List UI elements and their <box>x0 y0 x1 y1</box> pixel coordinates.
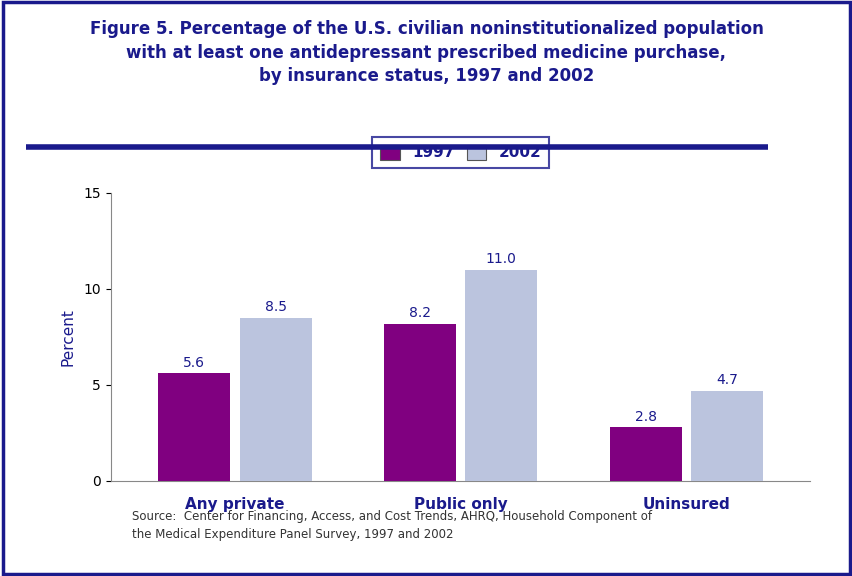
Legend: 1997, 2002: 1997, 2002 <box>371 137 549 168</box>
Bar <box>239 318 311 481</box>
Bar <box>158 373 230 481</box>
Bar <box>609 427 681 481</box>
Bar <box>464 270 537 481</box>
Bar <box>383 324 456 481</box>
Text: Source:  Center for Financing, Access, and Cost Trends, AHRQ, Household Componen: Source: Center for Financing, Access, an… <box>132 510 652 541</box>
Bar <box>690 391 762 481</box>
Text: 4.7: 4.7 <box>715 373 737 387</box>
Text: 8.2: 8.2 <box>408 306 430 320</box>
Text: 8.5: 8.5 <box>264 300 286 314</box>
Text: 5.6: 5.6 <box>183 356 205 370</box>
Y-axis label: Percent: Percent <box>60 308 75 366</box>
Text: Figure 5. Percentage of the U.S. civilian noninstitutionalized population
with a: Figure 5. Percentage of the U.S. civilia… <box>89 20 763 85</box>
Text: 2.8: 2.8 <box>634 410 656 424</box>
Text: 11.0: 11.0 <box>486 252 516 266</box>
